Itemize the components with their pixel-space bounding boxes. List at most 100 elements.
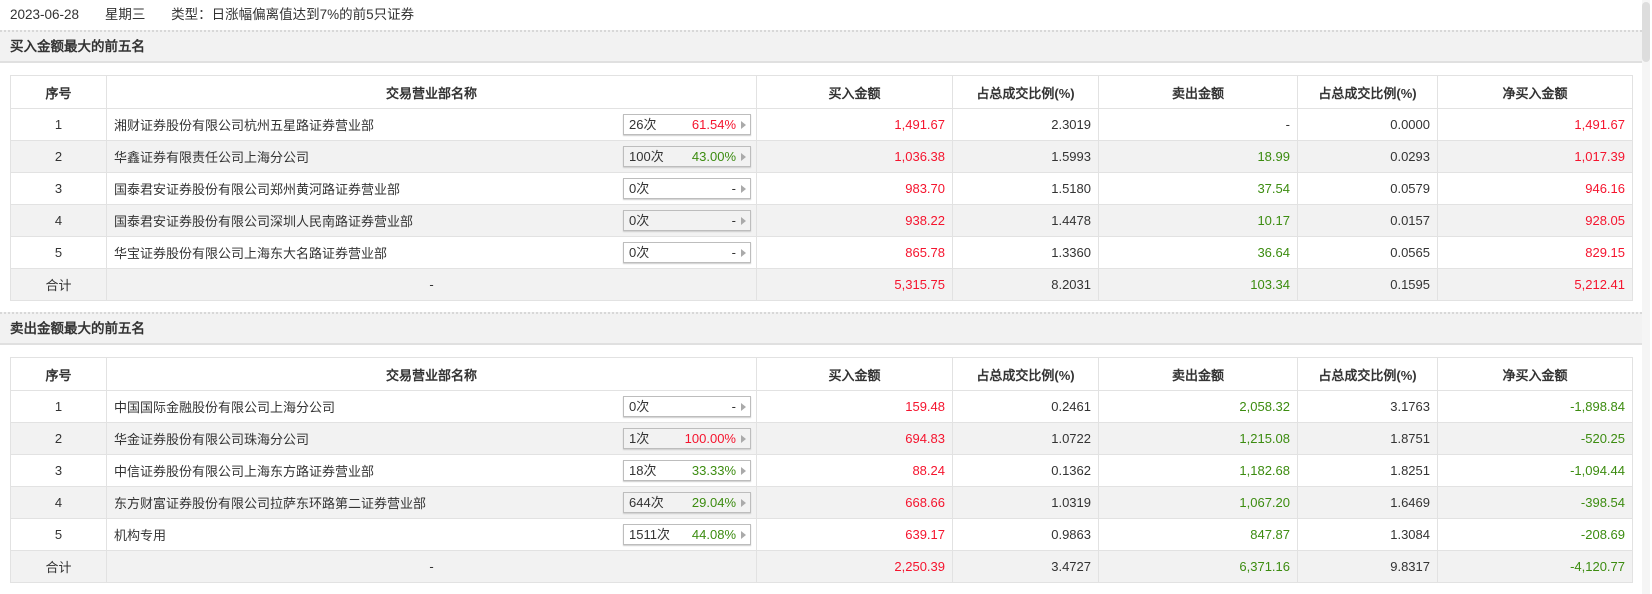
column-header: 卖出金额 [1098,357,1298,391]
times: 0次 [629,181,650,196]
history-button[interactable]: 0次 - [623,396,751,417]
column-header: 净买入金额 [1437,357,1633,391]
branch-name[interactable]: 机构专用 [114,528,167,543]
total-net: 5,212.41 [1437,268,1633,301]
rank: 5 [10,236,107,269]
rank: 1 [10,108,107,141]
times: 1511次 [629,527,670,542]
rank: 5 [10,518,107,551]
header-row: 序号 交易营业部名称 买入金额 占总成交比例(%) 卖出金额 占总成交比例(%) 净买入金额 [10,75,1633,109]
branch-name[interactable]: 湘财证券股份有限公司杭州五星路证券营业部 [114,118,375,133]
history-button[interactable]: 0次 - [623,178,751,199]
sell-amount: 1,215.08 [1098,422,1298,455]
net-amount: -1,898.84 [1437,390,1633,423]
header-row: 序号 交易营业部名称 买入金额 占总成交比例(%) 卖出金额 占总成交比例(%) 净买入金额 [10,357,1633,391]
buy-ratio: 1.4478 [952,204,1099,237]
scrollbar[interactable] [1642,0,1650,594]
buy-ratio: 1.3360 [952,236,1099,269]
sell-ratio: 0.0579 [1297,172,1438,205]
section-title-sell: 卖出金额最大的前五名 [0,312,1642,345]
sell-ratio: 0.0565 [1297,236,1438,269]
history-button[interactable]: 100次 43.00% [623,146,751,167]
table-row: 5 机构专用 1511次 44.08% 639.17 0.9863 847.87 … [10,518,1633,551]
branch-name[interactable]: 东方财富证券股份有限公司拉萨东环路第二证券营业部 [114,496,427,511]
buy-amount: 983.70 [756,172,953,205]
buy-amount: 639.17 [756,518,953,551]
total-net: -4,120.77 [1437,550,1633,583]
section-title-buy: 买入金额最大的前五名 [0,30,1642,63]
branch-name[interactable]: 华鑫证券有限责任公司上海分公司 [114,150,310,165]
header-line: 2023-06-28 星期三 类型：日涨幅偏离值达到7%的前5只证券 [10,5,436,25]
net-amount: -208.69 [1437,518,1633,551]
branch-name[interactable]: 中国国际金融股份有限公司上海分公司 [114,400,336,415]
branch-name[interactable]: 华金证券股份有限公司珠海分公司 [114,432,310,447]
branch-name[interactable]: 国泰君安证券股份有限公司深圳人民南路证券营业部 [114,214,414,229]
arrow-right-icon [741,217,746,225]
buy-ratio: 1.0319 [952,486,1099,519]
sell-ratio: 1.3084 [1297,518,1438,551]
buy-amount: 694.83 [756,422,953,455]
times: 0次 [629,245,650,260]
column-header: 序号 [10,75,107,109]
history-button[interactable]: 26次 61.54% [623,114,751,135]
times: 18次 [629,463,657,478]
branch-name[interactable]: 国泰君安证券股份有限公司郑州黄河路证券营业部 [114,182,401,197]
total-buy-ratio: 8.2031 [952,268,1099,301]
success-rate: 33.33% [691,463,736,478]
buy-ratio: 1.0722 [952,422,1099,455]
buy-ratio: 0.9863 [952,518,1099,551]
history-button[interactable]: 644次 29.04% [623,492,751,513]
arrow-right-icon [741,153,746,161]
total-sell-ratio: 9.8317 [1297,550,1438,583]
sell-ratio: 1.8751 [1297,422,1438,455]
success-rate: 44.08% [691,527,736,542]
rank: 3 [10,172,107,205]
column-header: 占总成交比例(%) [1297,75,1438,109]
sell-ratio: 1.6469 [1297,486,1438,519]
success-rate: - [731,213,736,228]
table-row: 3 中信证券股份有限公司上海东方路证券营业部 18次 33.33% 88.24 0… [10,454,1633,487]
history-button[interactable]: 0次 - [623,210,751,231]
column-header: 卖出金额 [1098,75,1298,109]
total-buy: 2,250.39 [756,550,953,583]
history-button[interactable]: 1次 100.00% [623,428,751,449]
sell-ratio: 0.0000 [1297,108,1438,141]
rank: 4 [10,204,107,237]
times: 100次 [629,149,664,164]
total-sell: 103.34 [1098,268,1298,301]
weekday: 星期三 [104,7,146,22]
success-rate: - [731,245,736,260]
branch-name[interactable]: 中信证券股份有限公司上海东方路证券营业部 [114,464,375,479]
sell-amount: 847.87 [1098,518,1298,551]
success-rate: - [731,181,736,196]
scrollbar-thumb[interactable] [1642,2,1650,62]
buy-ratio: 1.5993 [952,140,1099,173]
history-button[interactable]: 18次 33.33% [623,460,751,481]
buy-ratio: 0.1362 [952,454,1099,487]
table-row: 3 国泰君安证券股份有限公司郑州黄河路证券营业部 0次 - 983.70 1.51… [10,172,1633,205]
sell-amount: 1,067.20 [1098,486,1298,519]
times: 26次 [629,117,657,132]
history-button[interactable]: 0次 - [623,242,751,263]
history-button[interactable]: 1511次 44.08% [623,524,751,545]
table-row: 5 华宝证券股份有限公司上海东大名路证券营业部 0次 - 865.78 1.336… [10,236,1633,269]
buy-amount: 1,491.67 [756,108,953,141]
column-header: 净买入金额 [1437,75,1633,109]
type-label: 类型：日涨幅偏离值达到7%的前5只证券 [171,7,415,22]
arrow-right-icon [741,467,746,475]
branch-name[interactable]: 华宝证券股份有限公司上海东大名路证券营业部 [114,246,388,261]
success-rate: - [731,399,736,414]
sell-amount: 10.17 [1098,204,1298,237]
sell-amount: 18.99 [1098,140,1298,173]
total-buy-ratio: 3.4727 [952,550,1099,583]
arrow-right-icon [741,499,746,507]
arrow-right-icon [741,403,746,411]
buy-ratio: 0.2461 [952,390,1099,423]
sell-table: 序号 交易营业部名称 买入金额 占总成交比例(%) 卖出金额 占总成交比例(%) 净买入金额… [10,357,1633,583]
rank: 2 [10,140,107,173]
net-amount: 946.16 [1437,172,1633,205]
column-header: 买入金额 [756,357,953,391]
net-amount: 829.15 [1437,236,1633,269]
buy-ratio: 1.5180 [952,172,1099,205]
net-amount: 928.05 [1437,204,1633,237]
